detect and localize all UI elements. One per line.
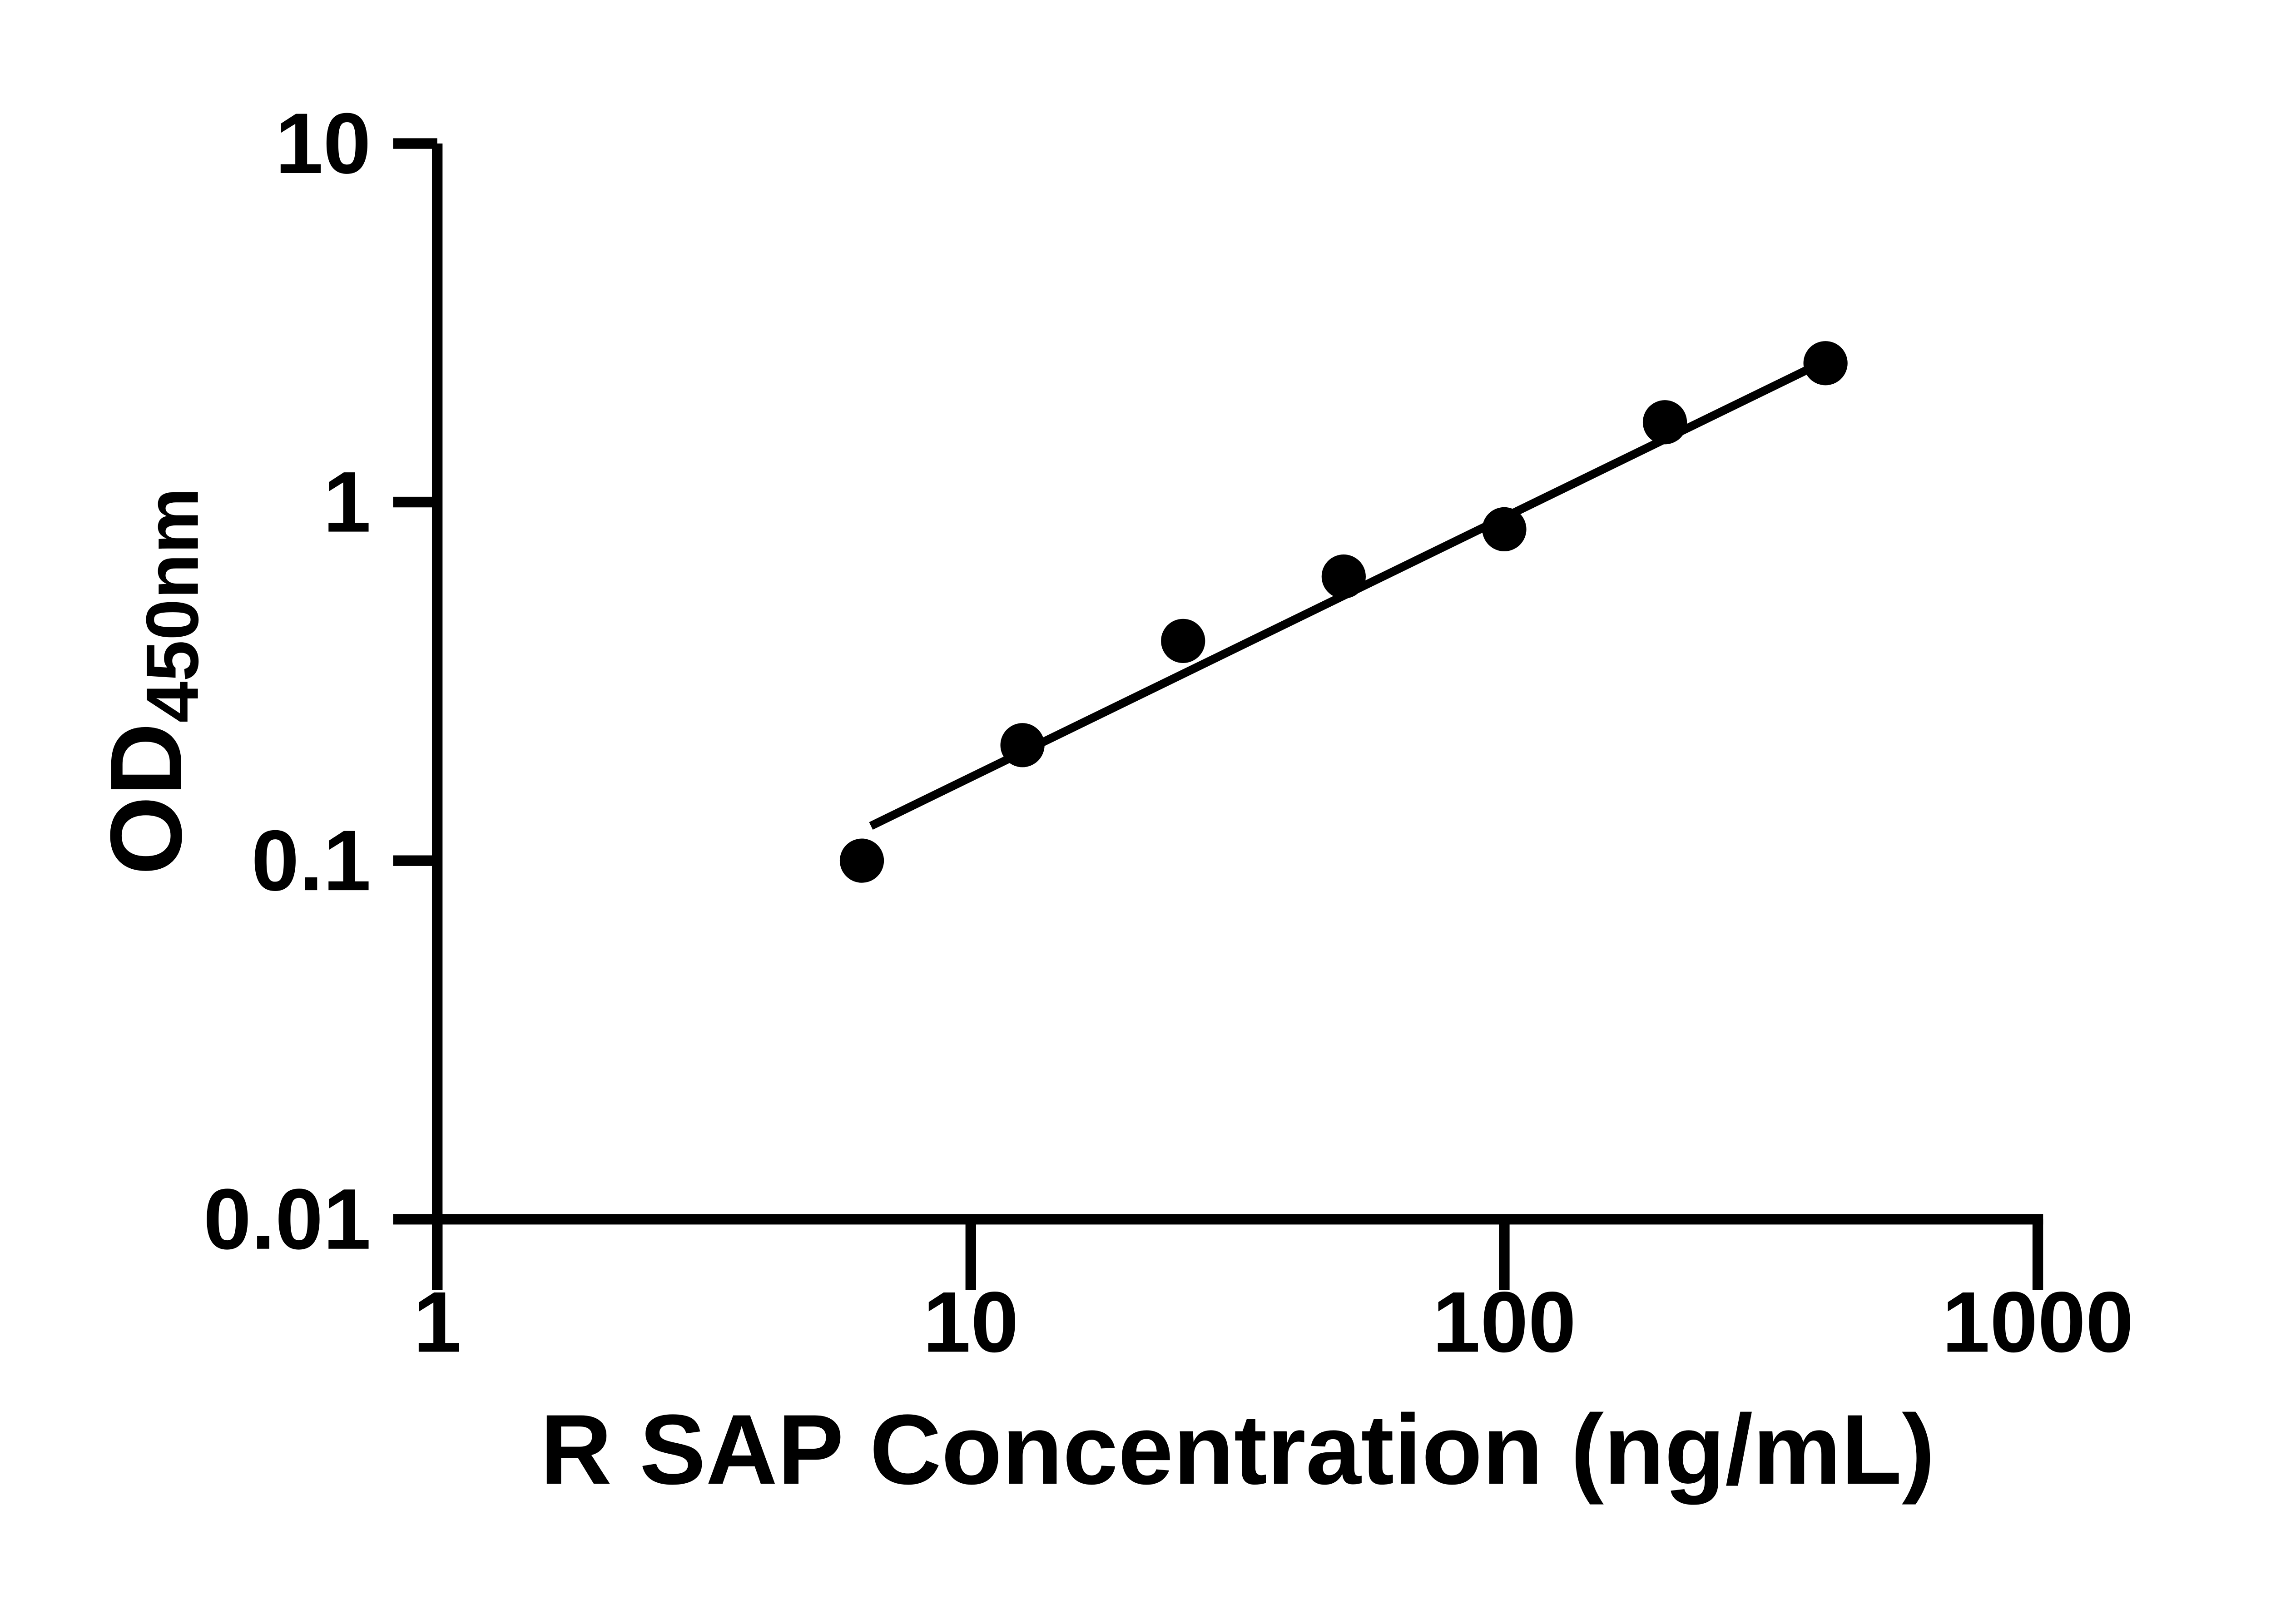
y-tick-label: 0.01 bbox=[203, 1171, 371, 1268]
data-point bbox=[1321, 554, 1366, 599]
x-tick-label: 1 bbox=[413, 1274, 461, 1370]
y-tick-label: 10 bbox=[275, 95, 371, 192]
x-tick-label: 10 bbox=[923, 1274, 1019, 1370]
x-tick-label: 100 bbox=[1433, 1274, 1576, 1370]
data-point bbox=[1161, 619, 1205, 663]
data-point bbox=[1803, 341, 1848, 386]
y-tick-label: 0.1 bbox=[251, 812, 371, 909]
page: { "chart_data": { "type": "scatter", "ti… bbox=[89, 95, 2134, 1505]
data-point bbox=[1642, 400, 1687, 445]
x-tick-label: 1000 bbox=[1942, 1274, 2134, 1370]
data-point bbox=[1000, 723, 1045, 767]
x-axis-title: R SAP Concentration (ng/mL) bbox=[540, 1394, 1935, 1505]
chart-figure: 0.01 0.1 1 10 1 10 100 1000 R SAP Concentration … bbox=[89, 95, 2134, 1505]
y-axis-title: OD450nm bbox=[90, 488, 214, 875]
data-point bbox=[839, 838, 884, 883]
y-tick-label: 1 bbox=[323, 454, 371, 550]
data-point bbox=[1482, 507, 1527, 552]
